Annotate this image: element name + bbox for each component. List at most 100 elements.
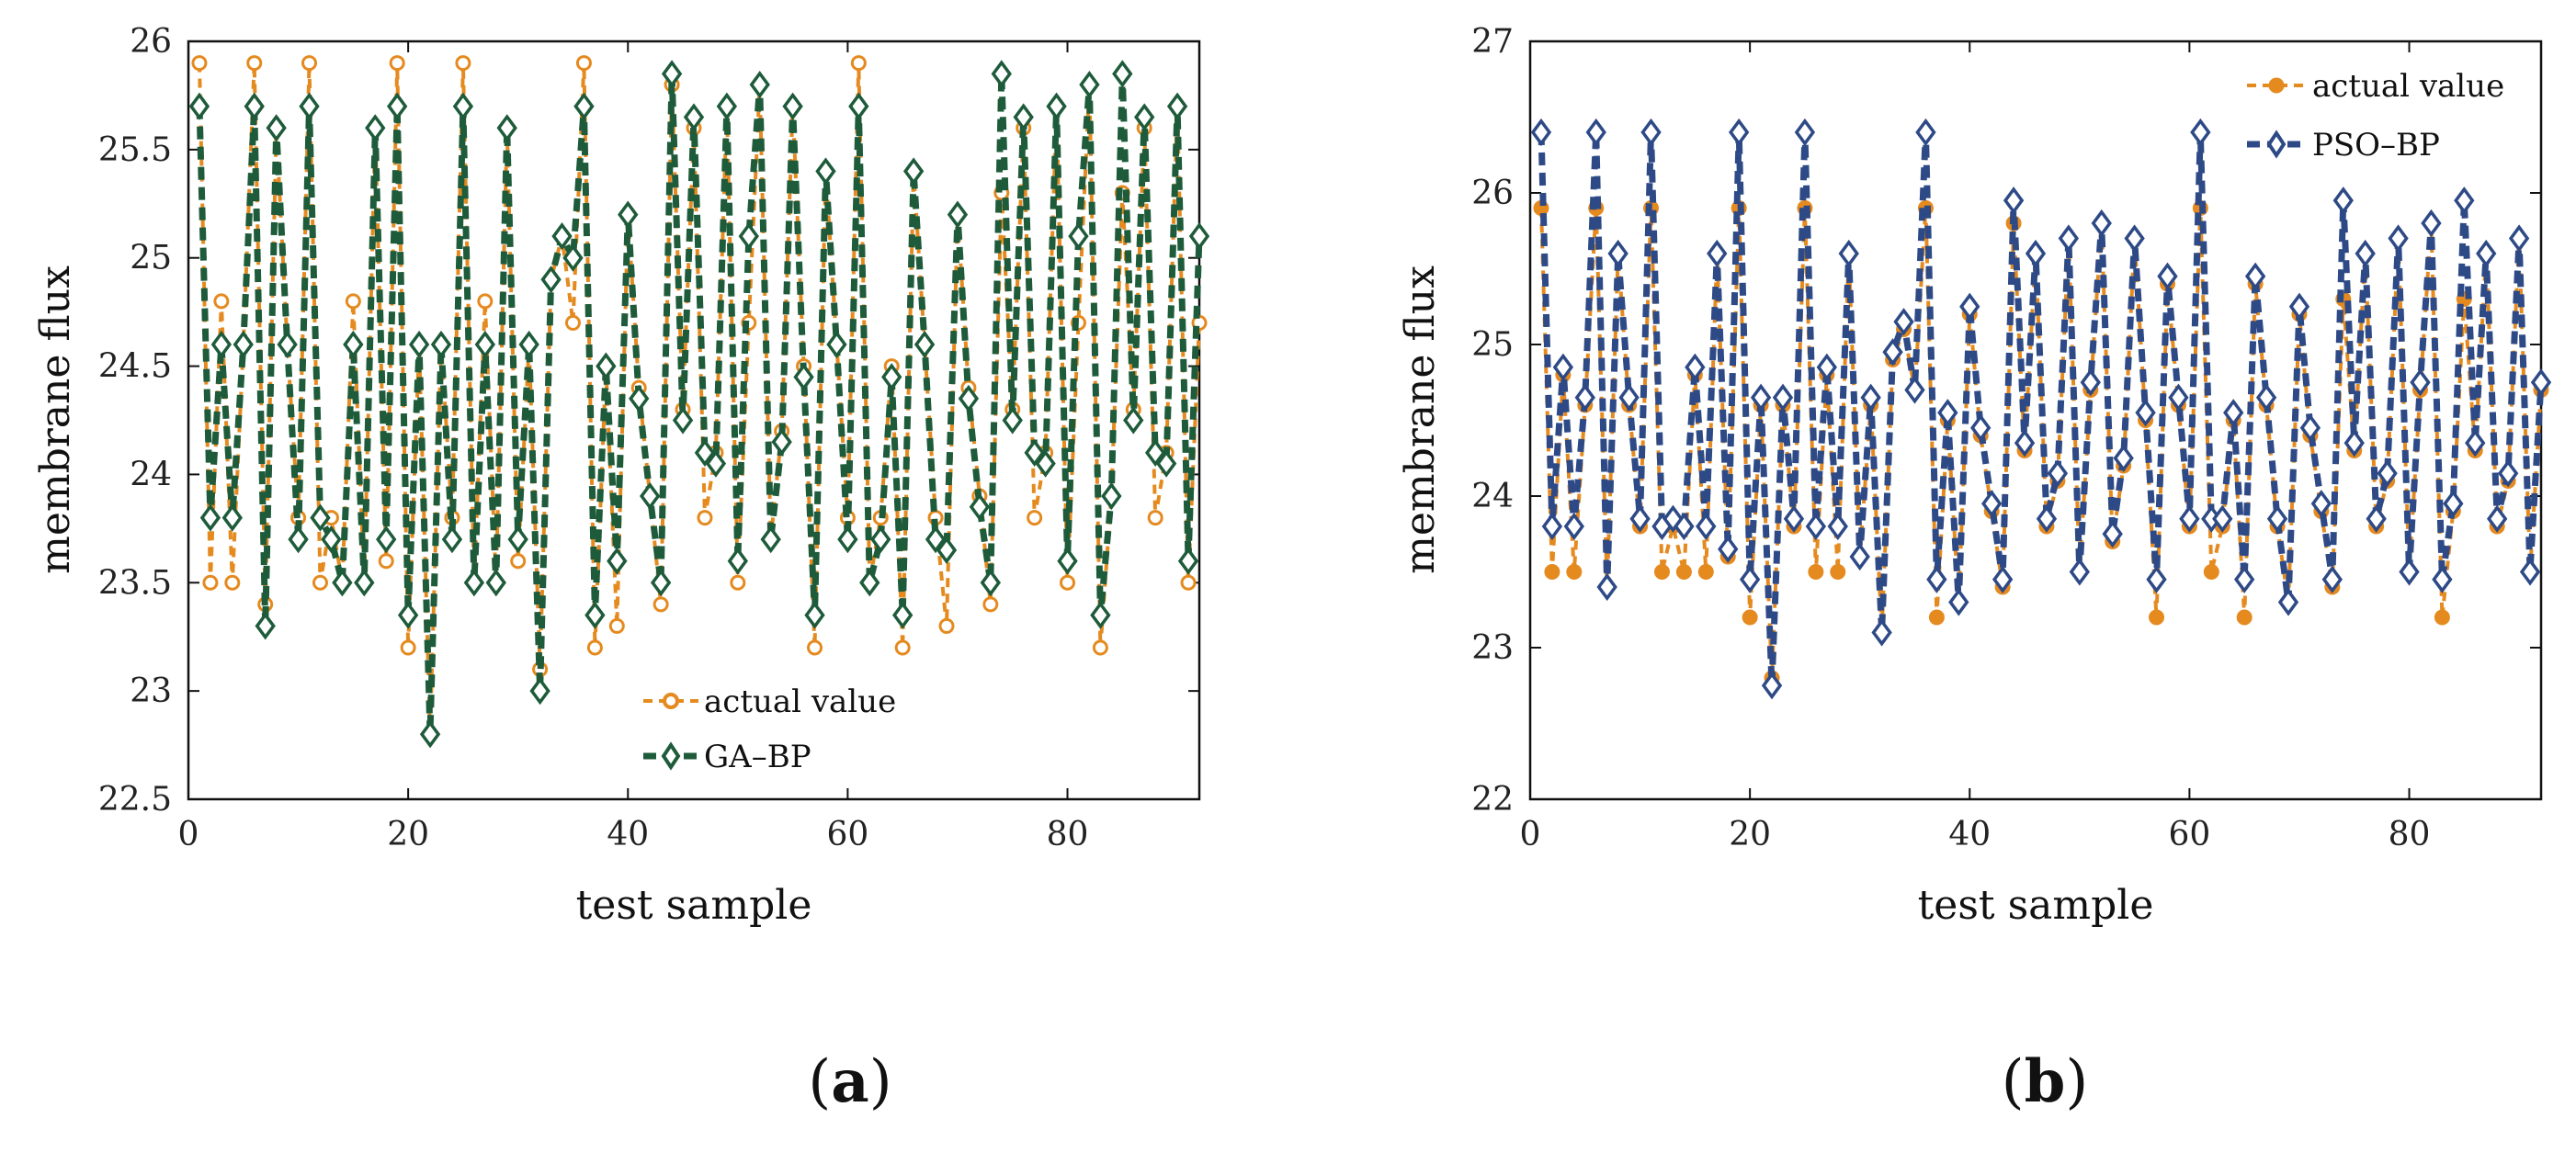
point-b-1-32 (1882, 338, 1903, 367)
x-tick-label-b-3: 60 (2168, 816, 2210, 853)
point-a-1-9 (288, 525, 309, 554)
point-a-0-14 (345, 293, 361, 310)
point-a-1-45 (683, 103, 705, 131)
point-a-1-82 (1090, 601, 1111, 629)
point-a-1-89 (1166, 92, 1188, 120)
point-b-1-29 (1849, 542, 1870, 571)
point-b-1-43 (2003, 186, 2025, 215)
point-b-1-79 (2399, 558, 2420, 586)
point-a-1-32 (540, 265, 562, 294)
point-b-1-89 (2508, 224, 2530, 253)
point-b-0-56 (2149, 609, 2165, 626)
point-a-1-61 (859, 569, 880, 597)
point-a-1-42 (650, 569, 672, 597)
point-a-1-55 (793, 363, 814, 391)
point-b-1-0 (1530, 118, 1552, 147)
point-a-1-19 (397, 601, 419, 629)
point-b-1-9 (1629, 504, 1651, 533)
point-b-1-68 (2277, 588, 2299, 616)
point-a-1-29 (507, 525, 528, 554)
point-a-0-90 (1180, 574, 1197, 591)
series-line-a-1 (196, 70, 1203, 738)
point-b-0-36 (1928, 609, 1945, 626)
point-b-1-87 (2486, 504, 2508, 533)
point-b-1-63 (2223, 399, 2244, 427)
point-a-1-30 (518, 330, 539, 359)
x-tick-labels-b: 0 20 40 60 80 (1520, 816, 2431, 853)
point-b-1-14 (1685, 353, 1706, 381)
point-a-1-63 (881, 363, 902, 391)
point-b-0-64 (2236, 609, 2253, 626)
point-b-1-62 (2212, 504, 2233, 533)
series-layer-a (188, 55, 1210, 749)
point-a-0-10 (301, 55, 318, 72)
point-a-1-38 (607, 547, 628, 575)
y-axis-title-b: membrane flux (1397, 265, 1444, 574)
point-a-1-64 (891, 601, 914, 629)
point-b-1-36 (1926, 565, 1947, 593)
point-a-1-49 (727, 547, 749, 575)
x-tick-label-b-0: 0 (1520, 816, 1541, 853)
point-a-0-56 (807, 639, 823, 656)
point-a-1-81 (1079, 71, 1100, 99)
point-b-1-38 (1948, 588, 1969, 616)
legend-marker-psobp-b (2266, 130, 2287, 159)
chart-panel-a: 0 20 40 60 80 22.5 23 23.5 24 24.5 25 25.5 26 test … (32, 23, 1210, 929)
point-a-1-47 (705, 449, 727, 478)
point-b-0-13 (1675, 564, 1692, 580)
point-a-1-48 (716, 92, 738, 120)
point-a-1-76 (1024, 438, 1045, 467)
point-a-1-46 (694, 438, 716, 467)
y-tick-label-a-0: 22.5 (98, 781, 172, 819)
point-a-1-40 (629, 384, 650, 413)
point-a-0-82 (1092, 639, 1108, 656)
point-a-1-56 (804, 601, 825, 629)
point-a-1-87 (1144, 438, 1166, 467)
point-b-1-74 (2343, 429, 2365, 457)
point-b-0-11 (1653, 564, 1670, 580)
point-a-1-8 (277, 330, 298, 359)
point-b-1-60 (2190, 118, 2211, 147)
point-a-1-80 (1068, 222, 1089, 251)
point-b-1-27 (1827, 512, 1848, 541)
point-a-1-58 (826, 330, 847, 359)
point-a-0-5 (246, 55, 263, 72)
point-a-1-74 (1002, 406, 1023, 435)
y-tick-label-b-3: 25 (1471, 326, 1514, 364)
axis-ticks-a (187, 40, 1199, 800)
point-a-1-84 (1112, 60, 1133, 88)
point-b-1-64 (2233, 565, 2255, 593)
point-b-1-46 (2036, 504, 2058, 533)
point-a-1-25 (463, 569, 485, 597)
point-a-1-26 (474, 330, 496, 359)
point-b-1-51 (2091, 209, 2112, 238)
point-a-1-68 (936, 536, 958, 565)
legend-marker-actual-a (663, 693, 679, 709)
point-b-1-53 (2113, 444, 2134, 472)
point-b-1-18 (1728, 118, 1750, 147)
point-b-1-7 (1607, 239, 1628, 268)
series-layer-b (1530, 118, 2552, 700)
point-b-1-88 (2497, 459, 2519, 488)
point-b-1-40 (1970, 413, 1992, 442)
point-b-1-3 (1563, 512, 1585, 541)
point-a-0-0 (191, 55, 208, 72)
y-tick-label-b-5: 27 (1471, 23, 1514, 61)
point-b-1-52 (2102, 520, 2123, 548)
legend-label-gabp-a: GA–BP (704, 739, 811, 775)
y-tick-label-a-5: 25 (130, 240, 172, 277)
point-a-1-1 (199, 503, 221, 532)
point-b-1-13 (1674, 512, 1695, 541)
x-axis-title-a: test sample (576, 882, 812, 929)
point-b-1-78 (2388, 224, 2409, 253)
y-tick-label-a-6: 25.5 (98, 131, 172, 169)
chart-panel-b: 0 20 40 60 80 22 23 24 25 26 27 test sample membr… (1397, 23, 2552, 929)
point-b-1-20 (1750, 383, 1772, 412)
point-a-1-86 (1134, 103, 1155, 131)
point-b-1-71 (2310, 490, 2332, 518)
series-a-1 (188, 60, 1210, 749)
legend-a: actual value GA–BP (643, 683, 896, 775)
point-a-1-72 (980, 569, 1002, 597)
point-b-1-90 (2519, 558, 2541, 586)
point-b-1-80 (2410, 368, 2431, 397)
